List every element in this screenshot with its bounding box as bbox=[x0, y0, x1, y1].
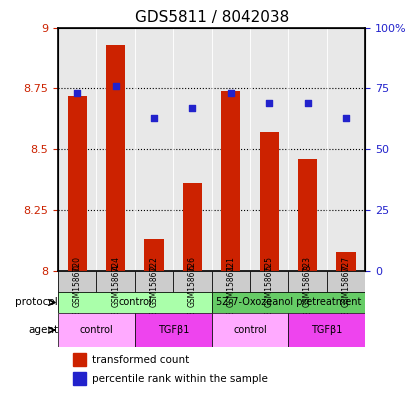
FancyBboxPatch shape bbox=[212, 271, 250, 292]
FancyBboxPatch shape bbox=[135, 313, 212, 347]
Point bbox=[304, 100, 311, 106]
Bar bbox=[106, 44, 125, 271]
Bar bbox=[183, 184, 202, 271]
FancyBboxPatch shape bbox=[327, 271, 365, 313]
Point bbox=[343, 114, 349, 121]
FancyBboxPatch shape bbox=[173, 271, 212, 292]
Text: GSM1586723: GSM1586723 bbox=[303, 256, 312, 307]
FancyBboxPatch shape bbox=[58, 313, 135, 347]
Text: GSM1586722: GSM1586722 bbox=[149, 264, 159, 320]
FancyBboxPatch shape bbox=[212, 313, 288, 347]
Bar bbox=[73, 372, 86, 385]
Text: control: control bbox=[118, 298, 152, 307]
Text: percentile rank within the sample: percentile rank within the sample bbox=[92, 374, 268, 384]
Bar bbox=[73, 353, 86, 366]
Text: GSM1586725: GSM1586725 bbox=[265, 256, 274, 307]
Text: GSM1586727: GSM1586727 bbox=[342, 256, 351, 307]
Text: GSM1586724: GSM1586724 bbox=[111, 256, 120, 307]
Text: protocol: protocol bbox=[15, 298, 58, 307]
Bar bbox=[221, 91, 240, 271]
Title: GDS5811 / 8042038: GDS5811 / 8042038 bbox=[134, 10, 289, 25]
FancyBboxPatch shape bbox=[96, 271, 135, 292]
Text: transformed count: transformed count bbox=[92, 355, 189, 365]
Text: TGFβ1: TGFβ1 bbox=[311, 325, 342, 335]
FancyBboxPatch shape bbox=[58, 292, 212, 313]
Text: GSM1586720: GSM1586720 bbox=[73, 264, 82, 320]
FancyBboxPatch shape bbox=[327, 271, 365, 292]
FancyBboxPatch shape bbox=[288, 271, 327, 313]
Point bbox=[74, 90, 81, 96]
Text: 5Z-7-Oxozeanol pretreatment: 5Z-7-Oxozeanol pretreatment bbox=[216, 298, 361, 307]
Text: TGFβ1: TGFβ1 bbox=[158, 325, 189, 335]
FancyBboxPatch shape bbox=[288, 271, 327, 292]
FancyBboxPatch shape bbox=[135, 271, 173, 292]
Bar bbox=[144, 239, 164, 271]
FancyBboxPatch shape bbox=[135, 271, 173, 313]
Point bbox=[227, 90, 234, 96]
Text: GSM1586727: GSM1586727 bbox=[342, 264, 351, 320]
Text: GSM1586723: GSM1586723 bbox=[303, 264, 312, 320]
Text: control: control bbox=[80, 325, 113, 335]
Bar bbox=[337, 252, 356, 271]
FancyBboxPatch shape bbox=[212, 292, 365, 313]
Text: GSM1586726: GSM1586726 bbox=[188, 264, 197, 320]
Bar bbox=[68, 96, 87, 271]
FancyBboxPatch shape bbox=[96, 271, 135, 313]
Bar bbox=[260, 132, 279, 271]
Text: GSM1586721: GSM1586721 bbox=[226, 256, 235, 307]
FancyBboxPatch shape bbox=[288, 313, 365, 347]
Text: GSM1586726: GSM1586726 bbox=[188, 256, 197, 307]
Text: GSM1586720: GSM1586720 bbox=[73, 256, 82, 307]
Point bbox=[151, 114, 157, 121]
Text: agent: agent bbox=[28, 325, 58, 335]
Point bbox=[266, 100, 273, 106]
Text: GSM1586721: GSM1586721 bbox=[226, 264, 235, 320]
FancyBboxPatch shape bbox=[212, 271, 250, 313]
Point bbox=[189, 105, 196, 111]
FancyBboxPatch shape bbox=[173, 271, 212, 313]
Text: GSM1586725: GSM1586725 bbox=[265, 264, 274, 320]
Text: GSM1586724: GSM1586724 bbox=[111, 264, 120, 320]
FancyBboxPatch shape bbox=[250, 271, 288, 292]
FancyBboxPatch shape bbox=[250, 271, 288, 313]
Bar bbox=[298, 159, 317, 271]
Text: control: control bbox=[233, 325, 267, 335]
Point bbox=[112, 83, 119, 89]
FancyBboxPatch shape bbox=[58, 271, 96, 313]
Text: GSM1586722: GSM1586722 bbox=[149, 256, 159, 307]
FancyBboxPatch shape bbox=[58, 271, 96, 292]
